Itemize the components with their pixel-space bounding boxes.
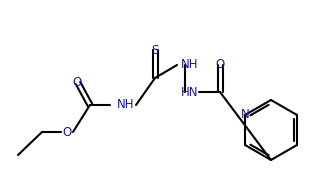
Text: O: O xyxy=(72,77,82,90)
Text: S: S xyxy=(151,43,159,57)
Text: NH: NH xyxy=(181,59,199,71)
Text: O: O xyxy=(215,59,225,71)
Text: O: O xyxy=(62,125,72,139)
Text: HN: HN xyxy=(181,85,199,98)
Text: NH: NH xyxy=(117,98,135,112)
Text: N: N xyxy=(241,108,250,122)
